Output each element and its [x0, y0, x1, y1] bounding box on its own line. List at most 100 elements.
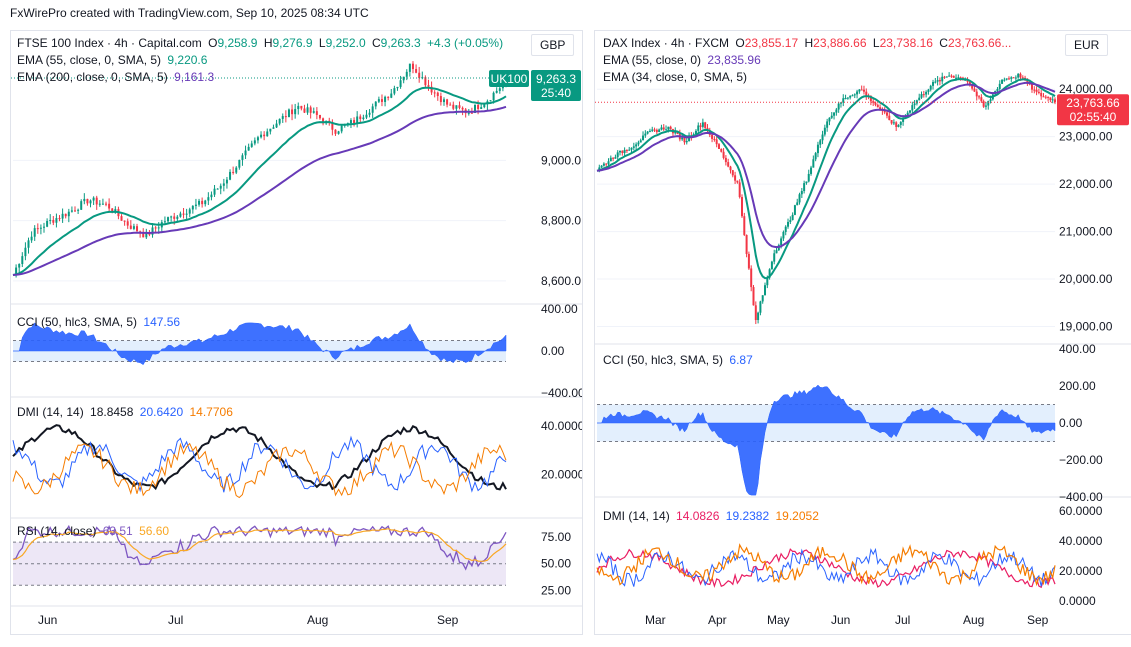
dax-candle-body — [851, 95, 854, 97]
dax-candle-body — [911, 105, 914, 111]
dax-candle-body — [959, 77, 962, 79]
dax-time-axis-label: Sep — [1027, 613, 1049, 627]
ftse-price-tick-label: 9,000.0 — [541, 153, 581, 167]
dax-candle-body — [862, 89, 865, 92]
dax-candle-body — [849, 95, 852, 98]
dax-candle-body — [1042, 96, 1045, 98]
dax-candle-body — [796, 202, 799, 206]
dax-candle-body — [950, 75, 953, 77]
ftse-candle-body — [387, 96, 390, 98]
dax-candle-body — [844, 98, 847, 100]
ftse-candle-body — [470, 112, 473, 114]
ftse-symbol-tag-text: UK100 — [491, 72, 528, 86]
dax-candle-body — [858, 89, 861, 92]
dax-candle-body — [642, 135, 645, 141]
ftse-candle-body — [188, 209, 191, 214]
dax-candle-body — [943, 76, 946, 78]
dax-candle-body — [1026, 78, 1029, 84]
dax-candle-body — [810, 167, 813, 174]
dax-candle-body — [952, 75, 955, 78]
dax-candle-body — [846, 97, 849, 99]
ftse-ohlc-legend[interactable]: FTSE 100 Index · 4h · Capital.com O9,258… — [17, 36, 506, 50]
ftse-candle-body — [473, 104, 476, 113]
dax-candle-body — [685, 141, 688, 143]
dax-ema34-legend[interactable]: EMA (34, close, 0, SMA, 5) — [603, 70, 750, 84]
dax-close-label: C — [939, 36, 948, 50]
dax-candle-body — [975, 91, 978, 97]
dax-candle-body — [766, 277, 769, 286]
ftse-candle-body — [306, 107, 309, 113]
dax-candle-body — [800, 191, 803, 195]
dax-high-label: H — [804, 36, 814, 50]
dax-candle-body — [890, 120, 893, 124]
ftse-ema200-legend[interactable]: EMA (200, close, 0, SMA, 5) 9,161.3 — [17, 70, 217, 84]
dax-candle-body — [925, 91, 928, 95]
dax-ohlc-legend[interactable]: DAX Index · 4h · FXCM O23,855.17 H23,886… — [603, 36, 1014, 50]
ftse-candle-body — [198, 200, 201, 205]
ftse-candle-body — [467, 112, 470, 114]
dax-candle-body — [835, 109, 838, 113]
dax-candle-body — [984, 105, 987, 107]
ftse-candle-body — [377, 99, 380, 102]
ftse-dmi-minus-line — [12, 441, 507, 499]
dax-candle-body — [625, 149, 628, 151]
dax-candle-body — [637, 142, 640, 145]
ftse-candle-body — [33, 228, 36, 237]
dax-candle-body — [1021, 77, 1024, 79]
ftse-candle-body — [263, 134, 266, 137]
ftse-rsi-ma-value: 56.60 — [139, 524, 170, 538]
dax-cci-value: 6.87 — [729, 353, 753, 367]
dax-candle-body — [782, 231, 785, 239]
dax-candle-body — [632, 146, 635, 148]
dax-cci-legend[interactable]: CCI (50, hlc3, SMA, 5) 6.87 — [603, 353, 756, 367]
ftse-candle-body — [331, 122, 334, 130]
dax-candle-body — [826, 121, 829, 128]
ftse-candle-body — [411, 63, 414, 70]
dax-candle-body — [1037, 91, 1040, 93]
ftse-close-value: 9,263.3 — [380, 36, 421, 50]
ftse-candle-body — [408, 63, 411, 72]
dax-candle-body — [616, 152, 619, 158]
ftse-candle-body — [222, 183, 225, 186]
ftse-dmi-legend[interactable]: DMI (14, 14) 18.8458 20.6420 14.7706 — [17, 405, 236, 419]
ftse-candle-body — [52, 219, 55, 223]
ftse-ema-fast-line — [12, 86, 507, 276]
dax-time-axis-label: May — [767, 613, 790, 627]
dax-candle-body — [607, 161, 610, 165]
dax-candle-body — [971, 85, 974, 89]
dax-currency-button[interactable]: EUR — [1065, 34, 1109, 56]
dax-candle-body — [648, 130, 651, 132]
dax-candle-body — [837, 103, 840, 110]
dax-close-value: 23,763.66... — [947, 36, 1012, 50]
ftse-low-value: 9,252.0 — [325, 36, 366, 50]
ftse-candle-body — [498, 88, 501, 91]
dax-candle-body — [973, 88, 976, 92]
ftse-rsi-tick-label: 75.00 — [541, 530, 571, 544]
dax-candle-body — [759, 301, 762, 313]
dax-symbol: DAX Index · 4h · FXCM — [603, 36, 730, 50]
ftse-dmi-value-1: 18.8458 — [90, 405, 134, 419]
ftse-candle-body — [275, 123, 278, 128]
ftse-candle-body — [43, 226, 46, 228]
dax-candle-body — [1044, 96, 1047, 98]
ftse-candle-body — [483, 104, 486, 108]
ftse-candle-body — [492, 92, 495, 101]
ftse-candle-body — [374, 101, 377, 107]
ftse-candle-body — [58, 218, 61, 220]
dax-dmi-legend[interactable]: DMI (14, 14) 14.0826 19.2382 19.2052 — [603, 509, 822, 523]
dax-candle-body — [879, 107, 882, 110]
ftse-candle-body — [101, 203, 104, 205]
dax-candle-body — [699, 125, 702, 127]
ftse-ema200-value: 9,161.3 — [174, 70, 215, 84]
ftse-ema55-legend[interactable]: EMA (55, close, 0, SMA, 5) 9,220.6 — [17, 53, 210, 67]
ftse-currency-button[interactable]: GBP — [531, 34, 575, 56]
dax-candle-body — [694, 130, 697, 135]
dax-ema55-legend[interactable]: EMA (55, close, 0) 23,835.96 — [603, 53, 764, 67]
dax-candle-body — [602, 163, 605, 166]
ftse-candle-body — [108, 203, 111, 209]
ftse-cci-legend[interactable]: CCI (50, hlc3, SMA, 5) 147.56 — [17, 315, 183, 329]
ftse-candle-body — [380, 99, 383, 102]
ftse-rsi-legend[interactable]: RSI (14, close) 63.51 56.60 — [17, 524, 172, 538]
dax-candle-body — [989, 99, 992, 102]
dax-low-value: 23,738.16 — [879, 36, 933, 50]
